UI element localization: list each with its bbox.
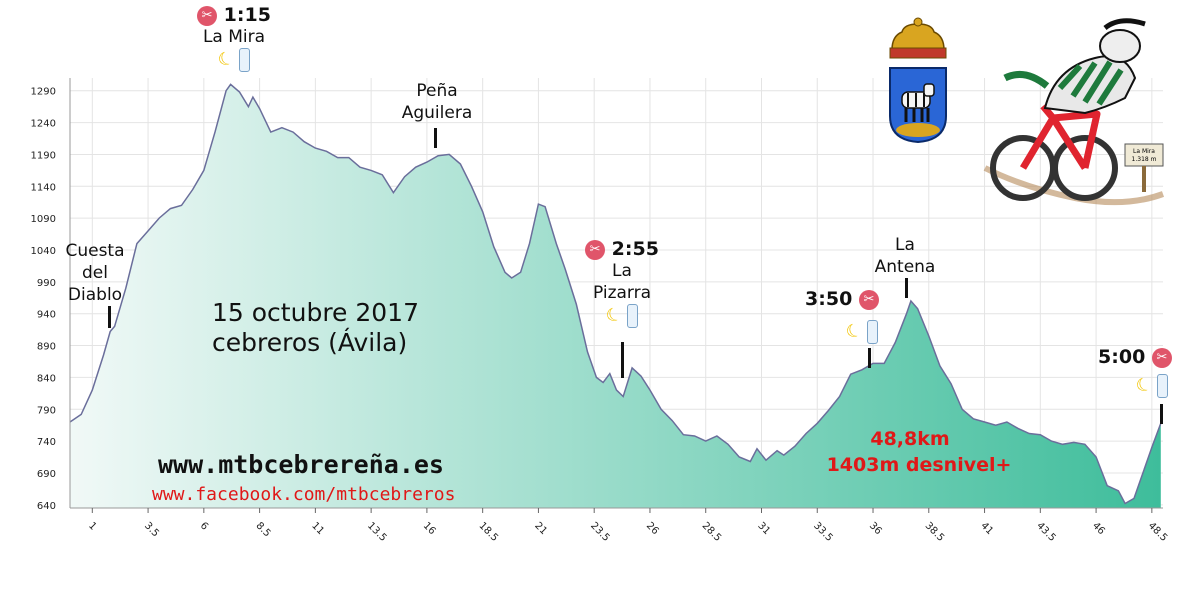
pena-aguilera-line1: Peña bbox=[416, 81, 458, 101]
la-pizarra-line2: Pizarra bbox=[592, 283, 652, 303]
y-tick-label: 690 bbox=[37, 469, 56, 480]
x-tick-label: 48.5 bbox=[1146, 520, 1170, 544]
finish-marker bbox=[1160, 404, 1163, 424]
y-tick-label: 1290 bbox=[31, 87, 56, 98]
y-tick-label: 640 bbox=[37, 501, 56, 512]
banana-icon: ☾ bbox=[602, 302, 626, 328]
scissors-icon: ✂ bbox=[585, 239, 606, 260]
badge-elevation: 1.318 m bbox=[1132, 156, 1157, 163]
axes bbox=[69, 78, 1163, 509]
facebook-link[interactable]: www.facebook.com/mtbcebreros bbox=[152, 484, 456, 505]
y-tick-label: 990 bbox=[37, 278, 56, 289]
x-tick-label: 23.5 bbox=[588, 520, 612, 544]
elevation-area bbox=[70, 84, 1161, 509]
cuesta-line3: Diablo bbox=[67, 285, 123, 305]
distance-label: 48,8km bbox=[870, 428, 950, 450]
banana-icon: ☾ bbox=[842, 318, 866, 344]
y-tick-label: 1190 bbox=[31, 150, 56, 161]
scissors-icon: ✂ bbox=[1151, 347, 1172, 368]
x-tick-label: 36 bbox=[867, 520, 884, 537]
elevation-gain-label: 1403m desnivel+ bbox=[826, 454, 1012, 476]
x-tick-label: 11 bbox=[309, 520, 326, 537]
water-bottle-icon bbox=[627, 304, 639, 328]
pena-aguilera-line2: Aguilera bbox=[401, 103, 473, 123]
la-pizarra-annotation: ✂ 2:55 La Pizarra ☾ bbox=[576, 238, 668, 328]
x-tick-label: 8.5 bbox=[253, 520, 272, 539]
x-tick-label: 43.5 bbox=[1034, 520, 1058, 544]
la-mira-name: La Mira bbox=[202, 27, 266, 47]
water-bottle-icon bbox=[239, 48, 251, 72]
y-tick-label: 1240 bbox=[31, 119, 56, 130]
water-bottle-icon bbox=[1157, 374, 1169, 398]
x-tick-label: 13.5 bbox=[365, 520, 389, 544]
x-tick-label: 26 bbox=[644, 520, 661, 537]
stop-3-annotation: 3:50 ✂ ☾ bbox=[796, 288, 888, 344]
stop-3-time: 3:50 bbox=[805, 288, 853, 310]
event-place: cebreros (Ávila) bbox=[212, 328, 408, 357]
y-axis-ticks: 640 690 740 790 840 890 940 990 1040 1090 1140 1190… bbox=[31, 87, 56, 512]
scissors-icon: ✂ bbox=[858, 289, 879, 310]
la-antena-annotation: La Antena bbox=[864, 234, 946, 278]
banana-icon: ☾ bbox=[1132, 372, 1156, 398]
cuesta-line1: Cuesta bbox=[65, 241, 125, 261]
y-tick-label: 1140 bbox=[31, 182, 56, 193]
scissors-icon: ✂ bbox=[197, 5, 218, 26]
y-tick-label: 1040 bbox=[31, 246, 56, 257]
la-antena-line2: Antena bbox=[874, 257, 936, 277]
x-tick-label: 28.5 bbox=[700, 520, 724, 544]
x-tick-label: 3.5 bbox=[142, 520, 161, 539]
x-tick-label: 38.5 bbox=[923, 520, 947, 544]
la-antena-line1: La bbox=[895, 235, 915, 255]
x-tick-label: 41 bbox=[978, 520, 995, 537]
x-tick-label: 21 bbox=[532, 520, 549, 537]
website-link[interactable]: www.mtbcebrereña.es bbox=[158, 450, 444, 479]
finish-annotation: 5:00 ✂ ☾ bbox=[1092, 346, 1178, 398]
x-tick-label: 46 bbox=[1090, 520, 1107, 537]
cuesta-del-diablo-marker bbox=[108, 306, 111, 328]
la-pizarra-line1: La bbox=[612, 261, 632, 281]
y-tick-label: 840 bbox=[37, 373, 56, 384]
badge-name: La Mira bbox=[1133, 148, 1155, 155]
cuesta-line2: del bbox=[82, 263, 108, 283]
x-tick-label: 1 bbox=[86, 520, 98, 532]
x-tick-label: 18.5 bbox=[477, 520, 501, 544]
event-date: 15 octubre 2017 bbox=[212, 298, 419, 327]
la-pizarra-time: 2:55 bbox=[611, 238, 659, 260]
x-tick-label: 6 bbox=[198, 520, 210, 532]
zebra-cyclist-icon: La Mira 1.318 m bbox=[983, 18, 1165, 206]
y-tick-label: 1090 bbox=[31, 214, 56, 225]
pena-aguilera-marker bbox=[434, 128, 437, 148]
finish-time: 5:00 bbox=[1098, 346, 1146, 368]
y-tick-label: 740 bbox=[37, 437, 56, 448]
banana-icon: ☾ bbox=[214, 46, 238, 72]
stop-3-marker bbox=[868, 348, 871, 368]
la-mira-annotation: ✂ 1:15 La Mira ☾ bbox=[190, 4, 278, 72]
la-pizarra-marker bbox=[621, 342, 624, 378]
elevation-line bbox=[69, 83, 1162, 505]
y-tick-label: 790 bbox=[37, 405, 56, 416]
coat-of-arms-icon bbox=[889, 17, 947, 144]
la-mira-time: 1:15 bbox=[223, 4, 271, 26]
x-axis-ticks: 1 3.5 6 8.5 11 13.5 16 18.5 21 23.5 26 28.5 31 33.5 36… bbox=[86, 508, 1169, 544]
cuesta-del-diablo-annotation: Cuesta del Diablo bbox=[52, 240, 138, 306]
water-bottle-icon bbox=[867, 320, 879, 344]
pena-aguilera-annotation: Peña Aguilera bbox=[382, 80, 492, 124]
x-tick-label: 16 bbox=[421, 520, 438, 537]
x-tick-label: 33.5 bbox=[811, 520, 835, 544]
y-tick-label: 940 bbox=[37, 310, 56, 321]
la-antena-marker bbox=[905, 278, 908, 298]
x-tick-label: 31 bbox=[755, 520, 772, 537]
y-tick-label: 890 bbox=[37, 342, 56, 353]
